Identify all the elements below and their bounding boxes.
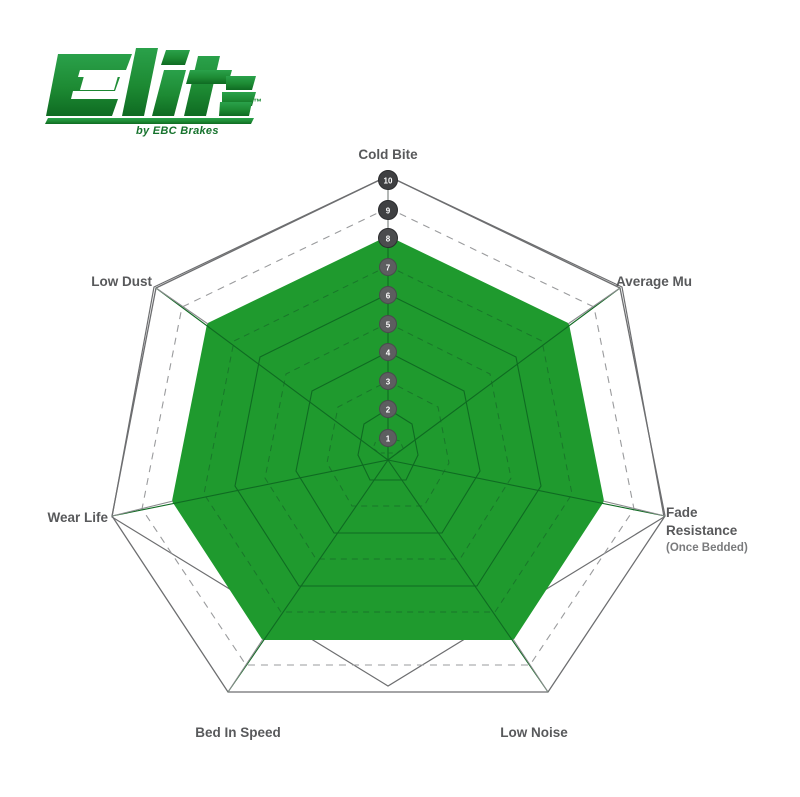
spoke-low-noise (387, 459, 549, 693)
scale-marker-6-label: 6 (386, 291, 391, 300)
grid-ring-6 (234, 293, 542, 587)
grid-ring-10 (111, 175, 665, 687)
axis-label-average-mu: Average Mu (616, 274, 692, 289)
spoke-outer-average-mu (567, 287, 621, 325)
grid-ring-outer (111, 175, 666, 693)
scale-marker-10: 10 (378, 170, 398, 190)
spoke-outer-low-dust (155, 287, 209, 325)
scale-marker-7-label: 7 (386, 263, 391, 272)
scale-marker-9: 9 (378, 200, 398, 220)
elite-logo: ™ by EBC Brakes (40, 36, 262, 141)
scale-marker-4-label: 4 (386, 348, 391, 357)
scale-marker-7: 7 (379, 258, 397, 276)
grid-ring-4 (295, 351, 481, 534)
axis-spokes-outer (111, 176, 666, 693)
axis-label-cold-bite: Cold Bite (358, 147, 418, 162)
scale-marker-2: 2 (379, 400, 397, 418)
spoke-outer-wear-life (111, 500, 174, 517)
scale-marker-5: 5 (379, 315, 397, 333)
axis-label-bed-in-speed: Bed In Speed (195, 725, 281, 740)
axis-label-fade-resistance-line2: Resistance (666, 523, 738, 538)
scale-marker-4: 4 (379, 343, 397, 361)
scale-marker-8: 8 (378, 228, 398, 248)
scale-marker-10-label: 10 (384, 177, 393, 186)
spoke-wear-life (111, 459, 389, 517)
scale-marker-6: 6 (379, 286, 397, 304)
scale-marker-8-label: 8 (386, 235, 391, 244)
grid-ring-3 (326, 380, 450, 507)
spoke-outer-bed-in-speed (227, 638, 264, 693)
grid-ring-2 (357, 408, 419, 481)
axis-label-wear-life: Wear Life (47, 510, 108, 525)
grid-ring-9 (141, 207, 635, 666)
grid-ring-5 (264, 322, 512, 560)
axis-label-fade-resistance-sub: (Once Bedded) (666, 542, 748, 554)
scale-marker-2-label: 2 (386, 405, 391, 414)
axis-label-low-noise: Low Noise (500, 725, 568, 740)
grid-ring-1 (372, 437, 404, 454)
scale-markers: 10 9 8 7 6 5 4 3 (378, 170, 398, 447)
logo-byline: by EBC Brakes (136, 125, 219, 137)
spoke-fade-resistance (387, 459, 666, 517)
scale-marker-1: 1 (379, 429, 397, 447)
grid-ring-7 (203, 265, 573, 613)
elite-logo-mark (45, 48, 256, 124)
scale-marker-3-label: 3 (386, 377, 391, 386)
spoke-average-mu (387, 287, 621, 461)
spoke-low-dust (155, 287, 389, 461)
axis-label-fade-resistance: Fade (666, 505, 698, 520)
axis-label-low-dust: Low Dust (91, 274, 152, 289)
spoke-outer-fade-resistance (602, 500, 666, 517)
spoke-outer-low-noise (512, 638, 549, 693)
spoke-bed-in-speed (227, 459, 389, 693)
trademark-symbol: ™ (253, 97, 262, 107)
scale-marker-3: 3 (379, 372, 397, 390)
scale-marker-9-label: 9 (386, 207, 391, 216)
scale-marker-5-label: 5 (386, 320, 391, 329)
scale-marker-1-label: 1 (386, 434, 391, 443)
